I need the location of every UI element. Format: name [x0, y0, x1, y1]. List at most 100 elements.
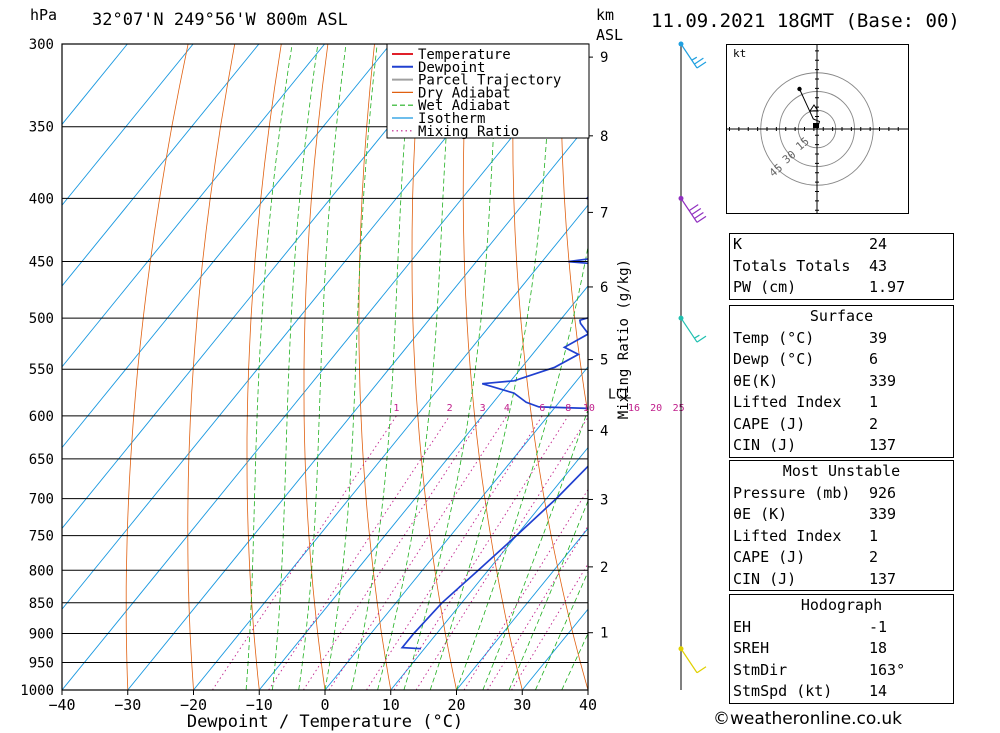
isotherm-line — [456, 527, 588, 690]
index-row: CAPE (J) 2 — [733, 548, 879, 566]
isotherm-line — [62, 44, 128, 126]
x-tick-label: 10 — [382, 696, 400, 714]
wet-adiabat-line — [350, 44, 413, 690]
legend-label: Temperature — [418, 47, 511, 63]
km-unit: km — [596, 6, 615, 24]
index-row: θE(K) 339 — [733, 371, 897, 390]
surface-title: Surface — [809, 307, 874, 325]
index-row: EH -1 — [733, 617, 888, 636]
isotherm-line — [62, 44, 325, 368]
pressure-tick-label: 1000 — [20, 683, 54, 699]
mixing-ratio-axis-label: Mixing Ratio (g/kg) — [616, 259, 632, 419]
wet-adiabat-line — [429, 44, 553, 690]
km-tick-label: 9 — [600, 50, 608, 66]
pressure-tick-label: 950 — [29, 655, 54, 671]
index-row: CIN (J) 137 — [733, 436, 897, 454]
copyright-link[interactable]: ©weatheronline.co.uk — [713, 709, 903, 729]
mixing-ratio-label: 3 — [480, 403, 486, 414]
pressure-tick-label: 400 — [29, 191, 54, 207]
dry-adiabat-line — [560, 44, 588, 417]
isotherm-line — [62, 44, 194, 206]
mixing-ratio-label: 4 — [504, 403, 510, 414]
legend-label: Parcel Trajectory — [418, 73, 561, 89]
mixing-ratio-label: 1 — [393, 403, 399, 414]
most-unstable-title: Most Unstable — [782, 462, 901, 480]
km-tick-label: 7 — [600, 205, 608, 221]
wind-barb — [680, 198, 707, 223]
pressure-tick-label: 300 — [29, 37, 54, 53]
index-row: SREH 18 — [733, 639, 888, 657]
hodograph-end-point — [797, 86, 802, 92]
isotherm-line — [62, 44, 391, 449]
isotherm-line — [62, 44, 588, 690]
dry-adiabat-line — [981, 44, 1000, 690]
km-tick-label: 1 — [600, 626, 608, 642]
dry-adiabat-line — [187, 44, 236, 690]
km-tick-label: 5 — [600, 353, 608, 369]
x-tick-label: 40 — [579, 696, 597, 714]
index-row: Temp (°C) 39 — [733, 328, 888, 347]
index-row: θE (K) 339 — [733, 505, 897, 523]
km-tick-label: 2 — [600, 560, 608, 576]
wet-adiabat-line — [272, 44, 319, 690]
pressure-tick-label: 750 — [29, 529, 54, 545]
mixing-ratio-label: 16 — [628, 403, 640, 414]
legend-label: Isotherm — [418, 111, 485, 127]
mixing-ratio-line — [366, 415, 543, 690]
x-tick-label: −30 — [114, 696, 141, 714]
legend-label: Dry Adiabat — [418, 85, 511, 101]
index-row: PW (cm) 1.97 — [733, 278, 906, 296]
index-row: StmDir 163° — [733, 660, 906, 679]
legend-box — [386, 43, 590, 139]
mixing-ratio-label: 20 — [650, 403, 662, 414]
isotherm-line — [62, 44, 457, 530]
hodograph-ring-label: 30 — [780, 148, 799, 166]
legend-label: Mixing Ratio — [418, 124, 519, 140]
hodograph-title: Hodograph — [800, 596, 883, 614]
pressure-tick-label: 450 — [29, 255, 54, 271]
isotherm-line — [390, 446, 588, 690]
mixing-ratio-line — [393, 415, 569, 690]
dewpoint-line — [400, 196, 588, 650]
mixing-ratio-label: 8 — [565, 403, 571, 414]
pressure-tick-label: 800 — [29, 563, 54, 579]
pressure-tick-label: 600 — [29, 409, 54, 425]
x-tick-label: −10 — [246, 696, 273, 714]
pressure-tick-label: 700 — [29, 492, 54, 508]
wind-barb-column — [678, 41, 707, 690]
wet-adiabat-line — [508, 499, 588, 690]
general-indices-table: K 24 Totals Totals 43 PW (cm) 1.97 — [729, 233, 954, 300]
storm-motion-marker — [813, 123, 819, 128]
x-tick-label: 0 — [320, 696, 329, 714]
lcl-label: LCL — [608, 388, 632, 403]
isotherm-line — [258, 285, 588, 690]
index-row: StmSpd (kt) 14 — [733, 682, 888, 700]
dry-adiabat-line — [246, 44, 282, 690]
mixing-ratio-label: 2 — [447, 403, 453, 414]
wet-adiabat-line — [403, 44, 500, 690]
km-tick-label: 6 — [600, 280, 608, 296]
x-tick-label: −20 — [180, 696, 207, 714]
legend-label: Wet Adiabat — [418, 98, 511, 114]
index-row: Totals Totals 43 — [733, 256, 888, 275]
km-tick-label: 4 — [600, 423, 608, 439]
isotherm-line — [62, 44, 523, 610]
dry-adiabat-line — [411, 44, 457, 690]
wind-barb — [680, 43, 707, 69]
dry-adiabat-line — [358, 44, 392, 690]
legend-label: Dewpoint — [418, 60, 485, 76]
mixing-ratio-label: 25 — [673, 403, 685, 414]
x-tick-label: 20 — [447, 696, 465, 714]
km-tick-label: 8 — [600, 129, 608, 145]
hodograph-table: Hodograph EH -1 SREH 18 StmDir 163° StmSpd … — [729, 594, 954, 704]
mixing-ratio-line — [303, 415, 483, 690]
index-row: CAPE (J) 2 — [733, 414, 879, 433]
dry-adiabat-line — [125, 44, 189, 690]
pressure-tick-label: 900 — [29, 626, 54, 642]
most-unstable-table: Most Unstable Pressure (mb) 926 θE (K) 339… — [729, 460, 954, 591]
mixing-ratio-line — [415, 416, 588, 690]
isotherm-line — [193, 204, 588, 690]
